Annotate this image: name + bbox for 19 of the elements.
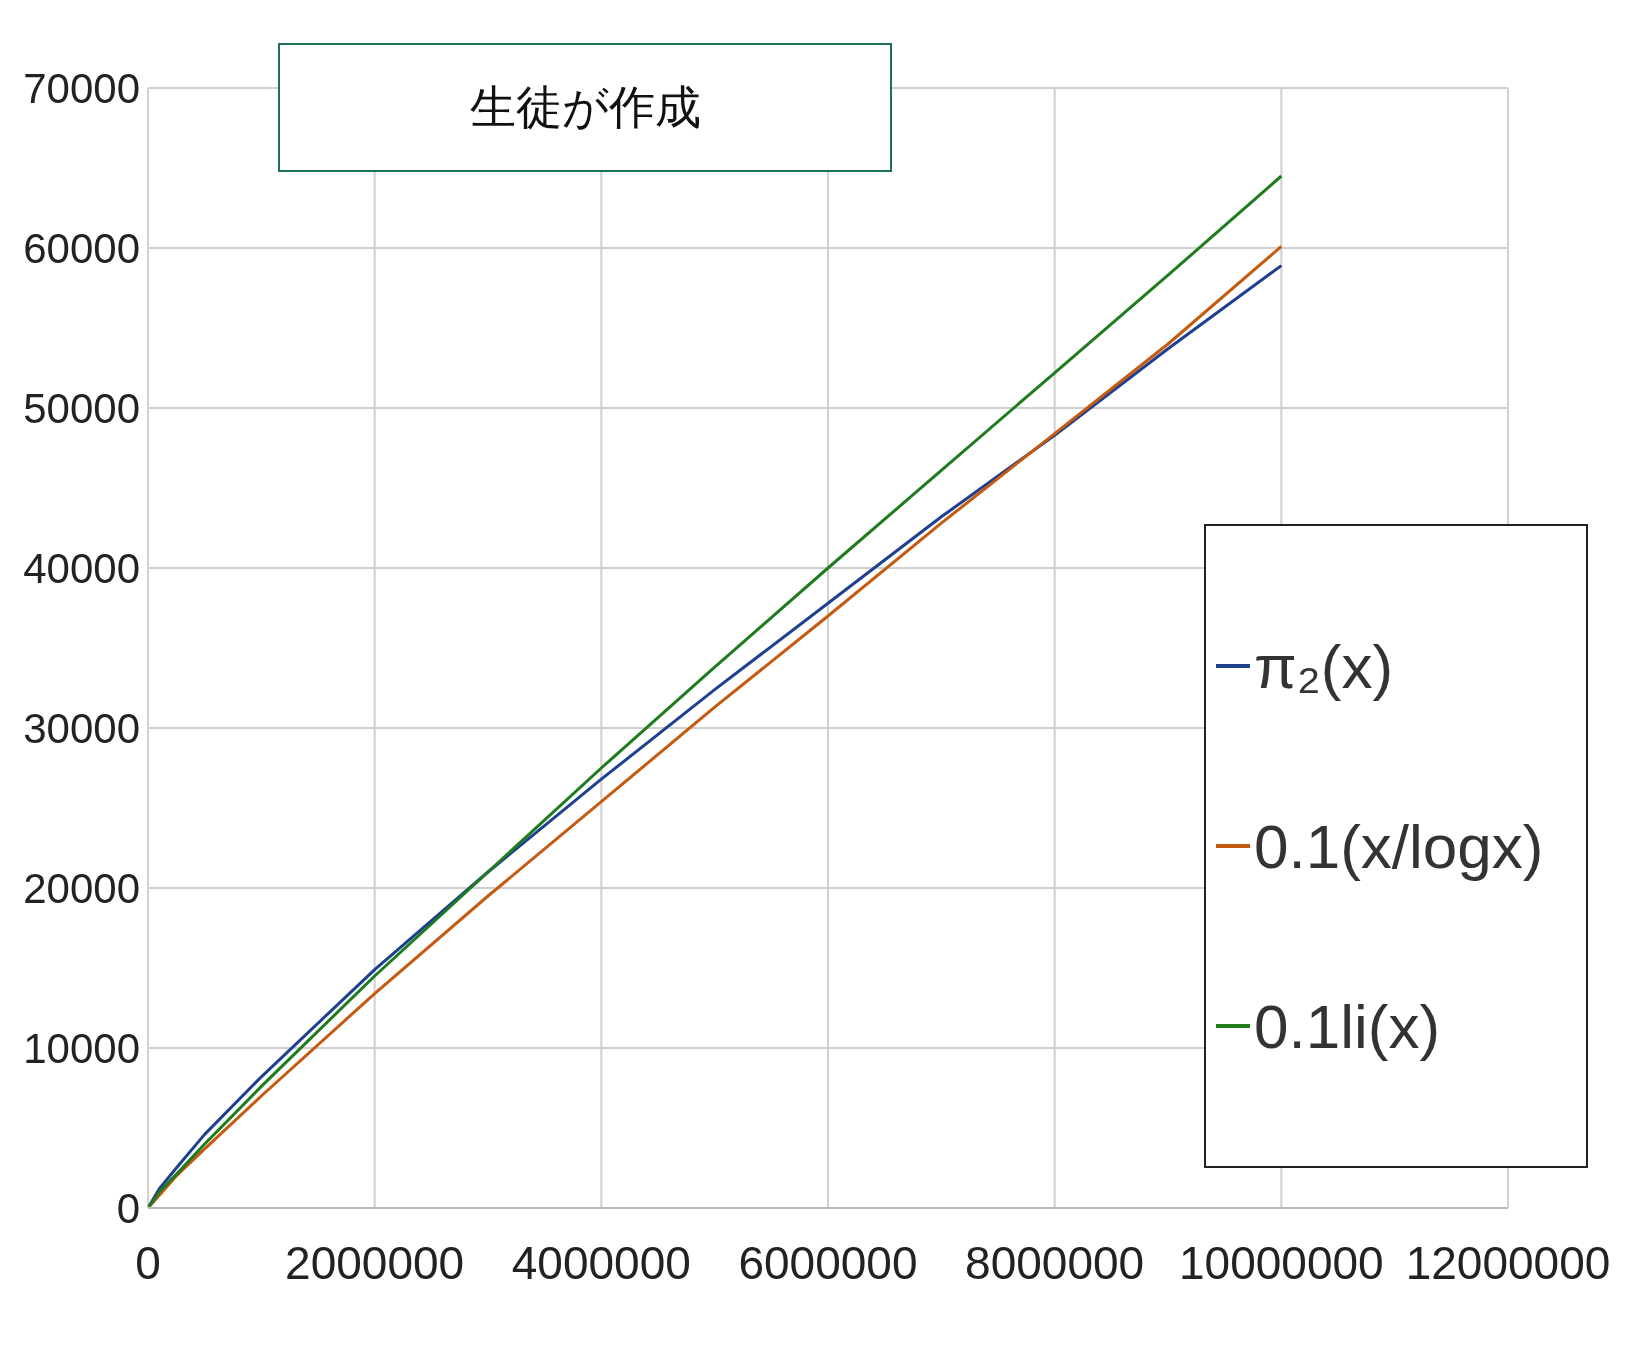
y-tick-label: 70000 (23, 64, 140, 112)
legend-label: π₂(x) (1254, 630, 1394, 702)
y-tick-label: 40000 (23, 544, 140, 592)
x-tick-label: 4000000 (511, 1236, 691, 1289)
legend-label: 0.1(x/logx) (1254, 810, 1544, 882)
y-tick-label: 60000 (23, 224, 140, 272)
x-tick-label: 10000000 (1179, 1236, 1384, 1289)
y-tick-label: 20000 (23, 864, 140, 912)
y-tick-label: 30000 (23, 704, 140, 752)
note-box: 生徒が作成 (278, 43, 892, 172)
x-tick-label: 8000000 (965, 1236, 1145, 1289)
y-tick-label: 50000 (23, 384, 140, 432)
annotation: 生徒が作成 (469, 78, 701, 136)
x-tick-label: 2000000 (285, 1236, 465, 1289)
x-tick-label: 12000000 (1405, 1236, 1611, 1289)
y-tick-label: 0 (116, 1184, 140, 1232)
x-tick-label: 6000000 (738, 1236, 918, 1289)
y-tick-label: 10000 (23, 1024, 140, 1072)
legend-label: 0.1li(x) (1254, 990, 1441, 1062)
